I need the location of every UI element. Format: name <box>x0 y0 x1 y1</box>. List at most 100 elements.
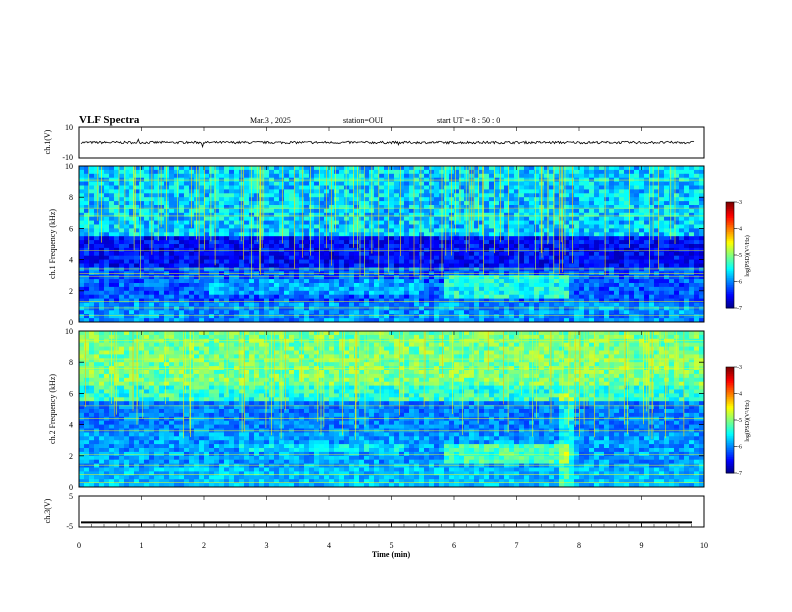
spectrogram-cell <box>429 286 435 292</box>
spectrogram-cell <box>284 201 290 206</box>
spectrogram-cell <box>164 197 170 202</box>
spectrogram-cell <box>414 208 420 214</box>
spectrogram-cell <box>634 201 640 206</box>
spectrogram-cell <box>159 275 165 280</box>
spectrogram-cell <box>639 279 645 284</box>
spectrogram-cell <box>624 314 630 319</box>
spectrogram-cell <box>684 224 690 229</box>
spectrogram-cell <box>654 173 660 179</box>
spectrogram-cell <box>504 232 510 237</box>
spectrogram-cell <box>594 251 600 257</box>
spectrogram-cell <box>259 208 265 214</box>
spectrogram-cell <box>339 314 345 319</box>
spectrogram-cell <box>154 205 160 210</box>
spectrogram-cell <box>444 193 450 198</box>
spectrogram-cell <box>654 236 660 241</box>
spectrogram-cell <box>604 240 610 245</box>
spectrogram-cell <box>139 181 145 186</box>
spectrogram-cell <box>259 290 265 296</box>
spectrogram-cell <box>169 294 175 299</box>
spectrogram-cell <box>599 298 605 303</box>
spectrogram-cell <box>164 216 170 221</box>
spectrogram-cell <box>559 259 565 264</box>
spectrogram-cell <box>334 310 340 315</box>
spectrogram-cell <box>159 294 165 299</box>
spectrogram-cell <box>564 193 570 198</box>
spectrogram-cell <box>349 306 355 311</box>
spectrogram-cell <box>514 181 520 186</box>
spectrogram-cell <box>284 185 290 190</box>
spectrogram-cell <box>419 216 425 221</box>
spectrogram-cell <box>284 189 290 194</box>
spectrogram-cell <box>109 216 115 221</box>
spectrogram-cell <box>599 212 605 218</box>
spectrogram-cell <box>484 173 490 179</box>
spectrogram-cell <box>484 306 490 311</box>
spectrogram-cell <box>559 283 565 288</box>
spectrogram-cell <box>144 298 150 303</box>
spectrogram-cell <box>324 208 330 214</box>
spectrogram-cell <box>359 216 365 221</box>
spectrogram-cell <box>469 244 475 249</box>
spectrogram-cell <box>454 208 460 214</box>
spectrogram-cell <box>624 290 630 296</box>
spectrogram-cell <box>229 279 235 284</box>
spectrogram-cell <box>619 302 625 307</box>
spectrogram-cell <box>629 208 635 214</box>
spectrogram-cell <box>549 236 555 241</box>
spectrogram-cell <box>314 314 320 319</box>
spectrogram-cell <box>674 173 680 179</box>
spectrogram-cell <box>174 286 180 292</box>
spectrogram-cell <box>324 306 330 311</box>
spectrogram-cell <box>584 189 590 194</box>
spectrogram-cell <box>604 212 610 218</box>
spectrogram-cell <box>239 251 245 257</box>
spectrogram-cell <box>109 263 115 268</box>
spectrogram-cell <box>504 298 510 303</box>
spectrogram-cell <box>294 193 300 198</box>
spectrogram-cell <box>519 267 525 272</box>
spectrogram-cell <box>414 251 420 257</box>
spectrogram-cell <box>139 185 145 190</box>
spectrogram-cell <box>609 189 615 194</box>
spectrogram-cell <box>609 259 615 264</box>
spectrogram-cell <box>429 259 435 264</box>
spectrogram-cell <box>334 224 340 229</box>
spectrogram-cell <box>299 166 305 171</box>
spectrogram-cell <box>509 275 515 280</box>
spectrogram-cell <box>334 267 340 272</box>
spectrogram-cell <box>79 208 85 214</box>
spectrogram-cell <box>634 224 640 229</box>
spectrogram-cell <box>414 259 420 264</box>
spectrogram-cell <box>579 205 585 210</box>
spectrogram-cell <box>699 259 705 264</box>
spectrogram-cell <box>199 169 205 175</box>
spectrogram-cell <box>389 181 395 186</box>
spectrogram-cell <box>469 240 475 245</box>
spectrogram-cell <box>184 279 190 284</box>
spectrogram-cell <box>199 212 205 218</box>
spectrogram-cell <box>259 283 265 288</box>
spectrogram-cell <box>114 310 120 315</box>
spectrogram-cell <box>624 306 630 311</box>
spectrogram-cell <box>684 205 690 210</box>
spectrogram-cell <box>654 232 660 237</box>
spectrogram-cell <box>264 220 270 225</box>
spectrogram-cell <box>179 189 185 194</box>
spectrogram-cell <box>614 208 620 214</box>
spectrogram-cell <box>514 310 520 315</box>
spectrogram-cell <box>244 275 250 280</box>
spectrogram-cell <box>284 251 290 257</box>
spectrogram-cell <box>114 228 120 233</box>
spectrogram-cell <box>614 228 620 233</box>
spectrogram-cell <box>449 267 455 272</box>
spectrogram-cell <box>644 318 650 323</box>
spectrogram-cell <box>314 255 320 260</box>
spectrogram-cell <box>354 201 360 206</box>
spectrogram-cell <box>259 193 265 198</box>
spectrogram-cell <box>644 255 650 260</box>
spectrogram-cell <box>234 212 240 218</box>
spectrogram-cell <box>674 220 680 225</box>
spectrogram-cell <box>159 205 165 210</box>
spectrogram-cell <box>274 302 280 307</box>
